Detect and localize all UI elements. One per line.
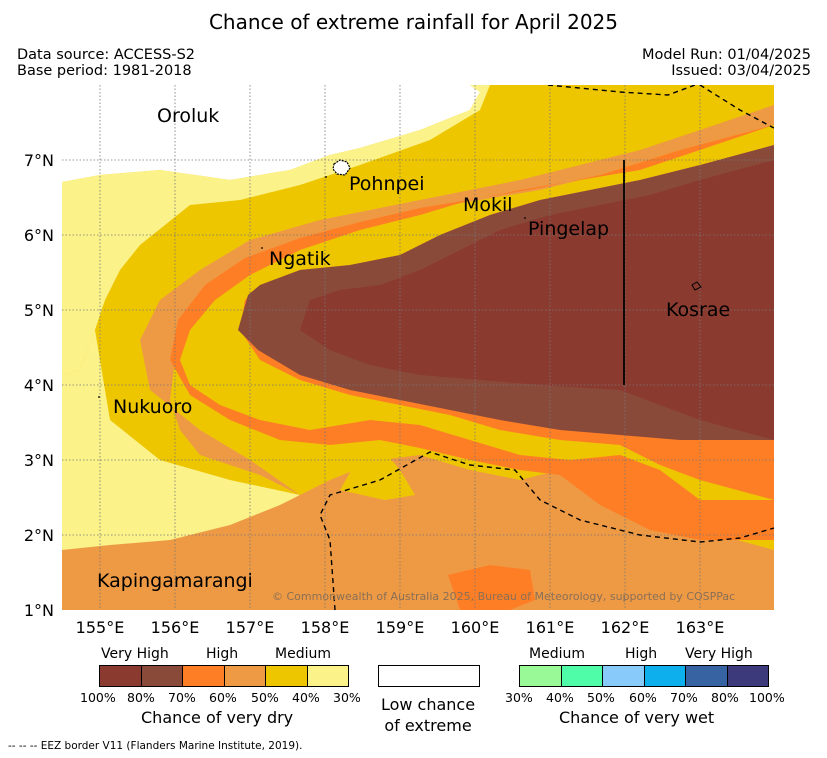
model-run: Model Run: 01/04/2025 (641, 47, 811, 63)
medium-patch-central (340, 452, 415, 500)
data-source: Data source: ACCESS-S2 (17, 47, 196, 63)
dry-swatch-100-80 (100, 666, 142, 686)
place-pohnpei: Pohnpei (349, 173, 425, 195)
dry-swatch-50-40 (266, 666, 308, 686)
mokil-dot (524, 217, 526, 219)
map-fill-layers (62, 85, 774, 610)
wet-heading-very-high: Very High (685, 646, 753, 662)
rainfall-map: Oroluk Pohnpei Mokil Pingelap Ngatik Kos… (24, 85, 774, 637)
place-pingelap: Pingelap (528, 218, 609, 240)
wet-tick: 40% (546, 690, 574, 705)
wet-swatch-40-50 (561, 666, 603, 686)
lon-label: 160°E (451, 618, 500, 637)
lon-label: 156°E (151, 618, 200, 637)
wet-legend-title: Chance of very wet (559, 708, 715, 727)
issued-date: Issued: 03/04/2025 (671, 63, 811, 79)
low-chance-region-top (62, 85, 480, 182)
lat-label: 3°N (24, 451, 54, 470)
dry-swatch-60-50 (224, 666, 266, 686)
high-dry-patch-south (448, 565, 535, 610)
base-period: Base period: 1981-2018 (17, 63, 192, 79)
light-band-west (62, 85, 490, 375)
nukuoro-dot (98, 396, 100, 398)
wet-swatch-70-80 (686, 666, 728, 686)
dry-swatch-70-60 (183, 666, 225, 686)
latitude-axis: 7°N 6°N 5°N 4°N 3°N 2°N 1°N (24, 151, 54, 620)
lat-label: 6°N (24, 226, 54, 245)
dry-swatch-40-30 (307, 666, 348, 686)
lon-label: 158°E (301, 618, 350, 637)
lon-label: 157°E (226, 618, 275, 637)
dry-tick: 30% (333, 690, 361, 705)
ngatik-dot (261, 247, 263, 249)
dry-tick: 60% (209, 690, 237, 705)
light-band-southwest (62, 330, 300, 550)
place-nukuoro: Nukuoro (113, 396, 192, 418)
wet-heading-high: High (625, 646, 658, 662)
wet-tick: 60% (629, 690, 657, 705)
wet-swatch-60-70 (644, 666, 686, 686)
lat-label: 2°N (24, 526, 54, 545)
neutral-swatch (379, 666, 479, 686)
high-dry-region-south (62, 495, 330, 610)
dry-swatch-80-70 (141, 666, 183, 686)
dry-tick: 100% (80, 690, 116, 705)
dry-heading-medium: Medium (275, 646, 331, 662)
pohnpei-island (332, 159, 351, 176)
dry-tick: 50% (251, 690, 279, 705)
dry-tick: 40% (292, 690, 320, 705)
lat-label: 7°N (24, 151, 54, 170)
lat-label: 5°N (24, 301, 54, 320)
wet-tick: 100% (749, 690, 785, 705)
high-dry-region-inner (170, 125, 774, 540)
dry-tick: 80% (127, 690, 155, 705)
dry-legend-title: Chance of very dry (141, 708, 294, 727)
very-high-dry-core (300, 160, 774, 440)
longitude-axis: 155°E 156°E 157°E 158°E 159°E 160°E 161°… (76, 618, 725, 637)
kosrae-island (691, 281, 702, 291)
neutral-title-line2: of extreme (384, 716, 472, 735)
wet-swatch-80-100 (727, 666, 768, 686)
neutral-title-line1: Low chance (380, 695, 476, 714)
wet-swatch-50-60 (603, 666, 645, 686)
graticule (62, 85, 774, 610)
dry-heading-very-high: Very High (101, 646, 169, 662)
wet-legend-bar (519, 665, 769, 687)
lon-label: 163°E (676, 618, 725, 637)
place-kapingamarangi: Kapingamarangi (97, 570, 253, 592)
eez-footnote: -- -- -- EEZ border V11 (Flanders Marine… (8, 740, 303, 752)
lon-label: 162°E (601, 618, 650, 637)
dry-tick: 70% (168, 690, 196, 705)
place-ngatik: Ngatik (269, 248, 331, 270)
lat-label: 4°N (24, 376, 54, 395)
neutral-legend-title: Low chance of extreme (378, 694, 478, 736)
island-dot (325, 176, 327, 178)
lon-label: 155°E (76, 618, 125, 637)
wet-swatch-30-40 (520, 666, 562, 686)
lat-label: 1°N (24, 601, 54, 620)
chart-title: Chance of extreme rainfall for April 202… (208, 10, 619, 34)
lon-label: 159°E (376, 618, 425, 637)
wet-tick: 30% (505, 690, 533, 705)
eez-border-lines (319, 85, 774, 610)
meta-right: Model Run: 01/04/2025 Issued: 03/04/2025 (642, 47, 811, 79)
lon-label: 161°E (526, 618, 575, 637)
dry-heading-high: High (206, 646, 239, 662)
meta-left: Data source: ACCESS-S2 Base period: 1981… (17, 47, 195, 79)
wet-tick: 80% (711, 690, 739, 705)
wet-tick: 50% (587, 690, 615, 705)
copyright-note: © Commonwealth of Australia 2025, Bureau… (272, 590, 735, 603)
wet-tick: 70% (670, 690, 698, 705)
neutral-legend-box (378, 665, 480, 687)
dry-legend-bar (99, 665, 349, 687)
place-mokil: Mokil (463, 194, 513, 216)
wet-heading-medium: Medium (529, 646, 585, 662)
place-oroluk: Oroluk (157, 105, 219, 127)
place-kosrae: Kosrae (666, 299, 730, 321)
